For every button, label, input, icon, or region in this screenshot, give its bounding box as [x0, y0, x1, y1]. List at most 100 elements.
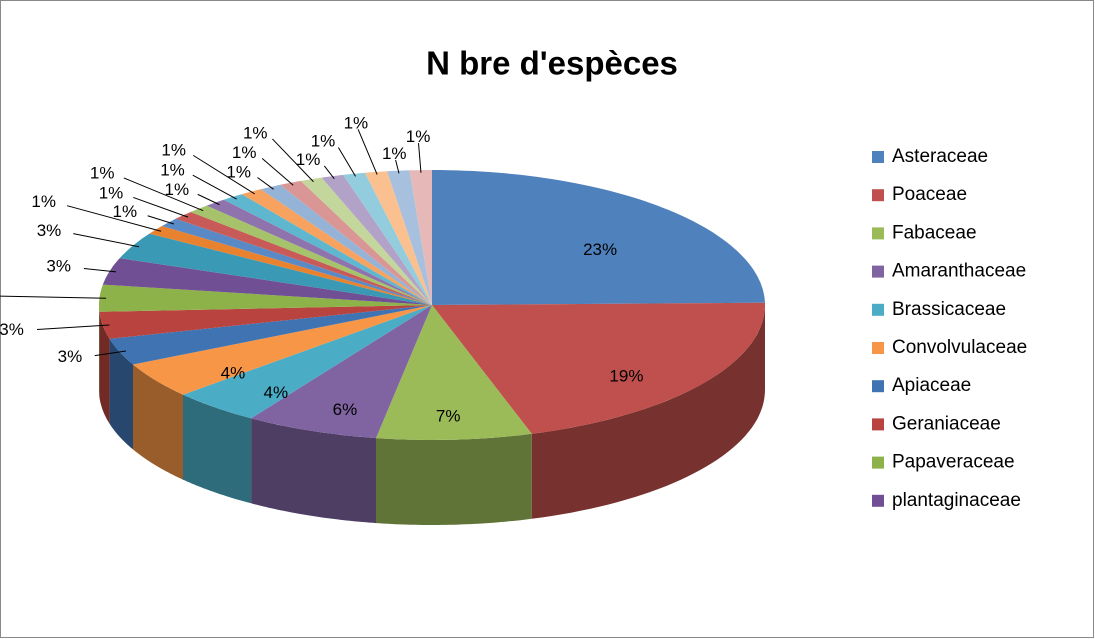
legend-swatch	[872, 303, 884, 316]
leader-line	[357, 129, 378, 175]
slice	[300, 177, 432, 305]
legend-label: Convolvulaceae	[892, 337, 1027, 358]
data-label: 1%	[406, 127, 431, 146]
slice	[376, 305, 532, 440]
slice	[251, 305, 432, 439]
legend-label: Apiaceae	[892, 375, 971, 396]
leader-line	[197, 193, 220, 206]
legend-swatch	[872, 418, 884, 431]
data-label: 1%	[112, 202, 137, 221]
slice	[99, 284, 432, 312]
data-label: 4%	[264, 383, 289, 402]
data-label: 3%	[37, 221, 62, 240]
leader-line	[272, 138, 314, 183]
slice	[432, 302, 765, 434]
leader-line	[36, 324, 110, 331]
slice-side	[251, 418, 376, 524]
data-label: 23%	[583, 240, 617, 259]
leader-line	[337, 147, 356, 177]
slice	[321, 174, 432, 305]
legend-label: Fabaceae	[892, 222, 977, 243]
data-labels: 23%19%7%6%4%4%3%3%3%3%3%1%1%1%1%1%1%1%1%…	[0, 113, 643, 425]
leader-line	[73, 233, 140, 248]
legend-label: Asteraceae	[892, 146, 988, 167]
leader-line	[192, 174, 237, 200]
legend-swatch	[872, 151, 884, 163]
pie-tops	[99, 170, 765, 440]
pie-sides	[99, 305, 765, 525]
data-label: 1%	[161, 140, 186, 159]
legend-swatch	[872, 189, 884, 202]
leader-line	[66, 205, 162, 232]
legend-swatch	[872, 265, 884, 278]
data-label: 1%	[99, 183, 124, 202]
data-label: 1%	[311, 132, 336, 151]
data-label: 3%	[0, 320, 24, 339]
slice-side	[183, 394, 252, 504]
leader-line	[147, 215, 175, 225]
slice	[109, 305, 432, 365]
slice	[183, 305, 432, 419]
leader-line	[261, 157, 294, 186]
leader-line	[133, 196, 189, 218]
data-label: 1%	[31, 192, 56, 211]
leader-line	[395, 159, 400, 174]
slice	[260, 184, 432, 305]
chart-title: N bre d'espèces	[426, 45, 678, 82]
slice-side	[109, 338, 133, 450]
data-label: 1%	[296, 150, 321, 169]
slice	[409, 170, 432, 305]
legend-swatch	[872, 380, 884, 393]
leader-line	[83, 267, 117, 273]
legend-swatch	[872, 342, 884, 354]
slice	[223, 194, 432, 305]
leader-line	[94, 350, 127, 357]
slice	[102, 258, 433, 305]
leader-line	[0, 295, 107, 299]
legend-label: Poaceae	[892, 184, 967, 205]
slice	[161, 218, 432, 305]
slice-side	[376, 433, 532, 525]
data-label: 1%	[160, 160, 185, 179]
data-label: 4%	[221, 364, 246, 383]
data-label: 1%	[232, 143, 257, 162]
slice	[241, 189, 432, 305]
slice	[365, 171, 432, 305]
data-label: 1%	[164, 180, 189, 199]
legend-swatch	[872, 227, 884, 240]
leader-line	[418, 143, 422, 173]
data-label: 1%	[344, 113, 369, 132]
data-label: 1%	[382, 144, 407, 163]
legend-label: plantaginaceae	[892, 490, 1021, 511]
legend-label: Geraniaceae	[892, 413, 1001, 434]
slice	[190, 205, 432, 305]
slice-side	[99, 311, 110, 424]
leader-line	[192, 154, 255, 195]
slice	[280, 180, 432, 305]
legend-swatch	[872, 494, 884, 507]
slice-side	[133, 364, 183, 480]
legend-label: Brassicaceae	[892, 299, 1006, 320]
legend-swatch	[872, 456, 884, 469]
data-label: 1%	[243, 123, 268, 142]
slice	[206, 199, 432, 305]
slice	[175, 212, 432, 305]
slice	[432, 170, 765, 305]
slice-side	[531, 305, 765, 519]
data-label: 1%	[226, 162, 251, 181]
legend-label: Papaveraceae	[892, 452, 1015, 473]
data-label: 3%	[46, 257, 71, 276]
legend-label: Amaranthaceae	[892, 261, 1026, 282]
data-label: 1%	[90, 164, 115, 183]
slice	[387, 170, 432, 305]
leader-line	[257, 177, 274, 190]
data-label: 19%	[609, 366, 643, 385]
leader-line	[323, 165, 335, 180]
slice	[133, 305, 432, 395]
slice	[149, 226, 432, 305]
data-label: 6%	[333, 400, 358, 419]
slice	[99, 305, 433, 339]
data-label: 3%	[58, 347, 83, 366]
slice	[119, 233, 432, 305]
slice	[343, 172, 432, 305]
